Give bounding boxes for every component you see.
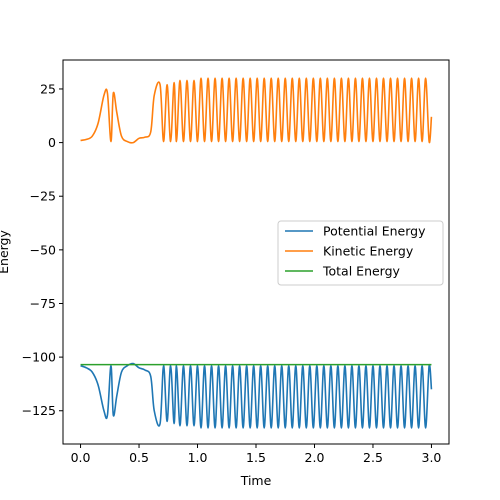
legend-label-kinetic-energy: Kinetic Energy [323, 244, 414, 259]
series-line-kinetic-energy [80, 77, 433, 144]
x-axis: 0.0 0.5 1.0 1.5 2.0 2.5 3.0 [71, 444, 442, 465]
x-tick-label: 2.5 [363, 450, 383, 465]
x-tick-label: 3.0 [422, 450, 442, 465]
series-line-potential-energy [80, 362, 433, 429]
legend-box [277, 220, 444, 286]
y-tick-label: −125 [22, 403, 56, 418]
y-tick-label: −50 [30, 242, 56, 257]
y-tick-label: −100 [22, 350, 56, 365]
legend-label-potential-energy: Potential Energy [323, 224, 426, 239]
y-tick-label: −75 [30, 296, 56, 311]
x-tick-label: 2.0 [305, 450, 325, 465]
y-axis: 25 0 −25 −50 −75 −100 −125 [22, 81, 63, 418]
x-tick-label: 0.5 [129, 450, 149, 465]
legend: Potential Energy Kinetic Energy Total En… [277, 220, 444, 286]
legend-label-total-energy: Total Energy [322, 264, 401, 279]
x-tick-label: 1.5 [246, 450, 266, 465]
y-tick-label: 25 [40, 81, 56, 96]
y-tick-label: 0 [48, 135, 56, 150]
series-layer [80, 77, 433, 429]
y-tick-label: −25 [30, 189, 56, 204]
y-axis-label: Energy [0, 230, 11, 274]
x-tick-label: 0.0 [71, 450, 91, 465]
x-tick-label: 1.0 [188, 450, 208, 465]
x-axis-label: Time [240, 473, 272, 488]
